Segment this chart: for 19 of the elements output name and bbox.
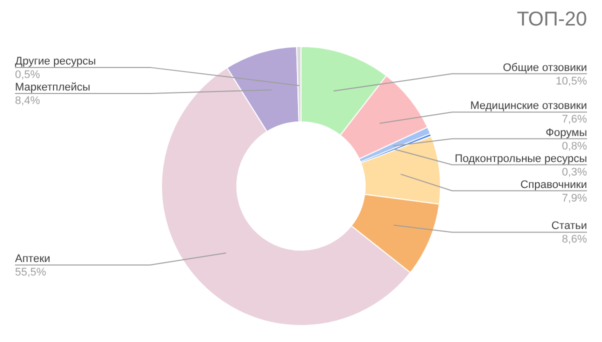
data-label: 8,6%: [562, 234, 588, 246]
slice-label: Маркетплейсы: [15, 81, 90, 94]
slice-label: Статьи: [551, 220, 587, 232]
data-label: 10,5%: [556, 75, 588, 88]
data-label: 7,9%: [562, 192, 588, 204]
slice-label: Другие ресурсы: [15, 55, 96, 68]
slice-label: Аптеки: [15, 253, 50, 266]
slice-label: Справочники: [520, 178, 587, 191]
slice-label: Общие отзовики: [502, 62, 587, 74]
slice-label: Форумы: [546, 126, 588, 139]
data-label: 8,4%: [15, 94, 40, 107]
chart-title: ТОП-20: [516, 8, 587, 31]
data-label: 0,5%: [15, 68, 40, 81]
data-label: 0,3%: [562, 166, 588, 178]
data-label: 7,6%: [562, 114, 588, 126]
slice-label: Медицинские отзовики: [470, 100, 587, 112]
data-label: 55,5%: [15, 266, 46, 279]
slice-label: Подконтрольные ресурсы: [454, 152, 588, 165]
data-label: 0,8%: [562, 140, 588, 152]
